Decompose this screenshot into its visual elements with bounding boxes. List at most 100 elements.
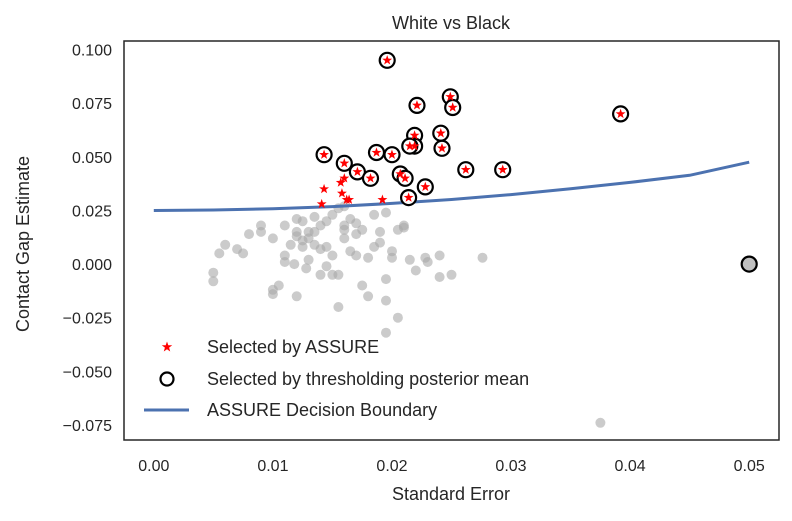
assure-star	[403, 192, 414, 202]
gray-point	[321, 261, 332, 272]
gray-point	[351, 229, 362, 240]
gray-point	[279, 220, 290, 231]
assure-star	[437, 143, 447, 153]
legend-circle-marker	[159, 371, 175, 387]
gray-point	[381, 274, 391, 285]
assure-star	[460, 164, 471, 174]
gray-point	[392, 312, 403, 323]
assure-star	[420, 181, 431, 192]
assure-star	[387, 149, 397, 159]
gray-point	[291, 226, 302, 237]
x-tick-label: 0.05	[734, 458, 765, 475]
gray-point	[477, 252, 488, 263]
chart-title: White vs Black	[392, 13, 511, 33]
assure-star	[409, 140, 420, 151]
x-tick-label: 0.03	[495, 458, 526, 475]
gray-point	[339, 233, 350, 244]
gray-point	[410, 265, 421, 276]
gray-point	[339, 224, 350, 235]
assure-star	[365, 173, 376, 183]
gray-point	[285, 239, 296, 250]
gray-point	[398, 222, 409, 233]
assure-star	[400, 173, 410, 183]
assure-star	[497, 164, 508, 174]
legend: Selected by ASSURE Selected by threshold…	[144, 337, 529, 420]
gray-point	[387, 246, 397, 257]
gray-point	[363, 252, 374, 263]
gray-point	[369, 209, 380, 220]
legend-label-boundary: ASSURE Decision Boundary	[207, 400, 437, 420]
gray-point	[214, 248, 225, 259]
assure-star	[445, 91, 456, 101]
y-tick-label: 0.100	[72, 43, 112, 60]
gray-point	[381, 327, 391, 338]
gray-point	[404, 254, 415, 265]
assure-star	[319, 183, 330, 194]
legend-label-threshold: Selected by thresholding posterior mean	[207, 369, 529, 389]
gray-point	[446, 269, 457, 280]
plot-frame	[123, 40, 780, 441]
gray-point	[357, 280, 368, 291]
gray-point	[297, 216, 308, 227]
gray-point	[297, 235, 308, 246]
y-tick-label: 0.075	[72, 96, 112, 113]
gray-point	[375, 237, 385, 248]
gray-point	[267, 289, 278, 300]
assure-star	[336, 188, 347, 198]
gray-point	[279, 250, 290, 261]
y-tick-label: 0.025	[72, 204, 112, 221]
gray-point	[375, 226, 385, 237]
y-axis-label: Contact Gap Estimate	[13, 156, 33, 332]
assure-star	[447, 102, 458, 112]
x-tick-label: 0.00	[138, 458, 169, 475]
assure-star	[377, 194, 388, 204]
gray-point	[303, 254, 314, 265]
assure-star	[395, 168, 406, 179]
x-axis-label: Standard Error	[392, 484, 510, 504]
gray-point	[244, 229, 254, 240]
gray-point	[420, 252, 431, 263]
gray-point	[301, 263, 312, 274]
assure-star	[344, 194, 355, 204]
assure-star	[382, 55, 393, 65]
gray-point	[327, 250, 338, 261]
assure-star	[319, 149, 330, 159]
decision-boundary-line	[153, 160, 750, 212]
assure-star	[435, 128, 446, 138]
gray-point	[595, 417, 606, 428]
gray-point	[289, 259, 300, 270]
gray-point	[291, 291, 302, 302]
gray-point	[327, 269, 338, 280]
assure-star	[339, 158, 350, 168]
assure-star	[352, 166, 363, 177]
gray-point	[351, 250, 362, 261]
gray-point	[303, 226, 314, 237]
gray-point	[208, 267, 219, 278]
assure-star	[404, 140, 415, 151]
legend-label-assure: Selected by ASSURE	[207, 337, 379, 357]
x-tick-label: 0.04	[615, 458, 646, 475]
gray-point	[351, 218, 362, 229]
gray-point	[208, 276, 219, 287]
gray-point	[256, 220, 266, 231]
gray-point	[309, 211, 320, 222]
y-tick-label: −0.025	[63, 311, 112, 328]
gray-point	[434, 250, 445, 261]
gray-point	[333, 302, 344, 312]
assure-star	[335, 177, 346, 187]
gray-point	[309, 239, 320, 250]
gray-point	[381, 207, 391, 218]
assure-star	[615, 108, 626, 119]
x-tick-label: 0.01	[257, 458, 288, 475]
y-tick-label: 0.050	[72, 150, 112, 167]
assure-star	[371, 147, 382, 157]
gray-point	[363, 291, 374, 302]
gray-point	[267, 233, 278, 244]
y-tick-label: 0.000	[72, 257, 112, 274]
assure-star	[412, 100, 422, 110]
threshold-circle	[740, 255, 758, 273]
assure-star	[409, 130, 420, 140]
y-tick-label: −0.050	[63, 364, 112, 381]
assure-star	[339, 173, 350, 183]
